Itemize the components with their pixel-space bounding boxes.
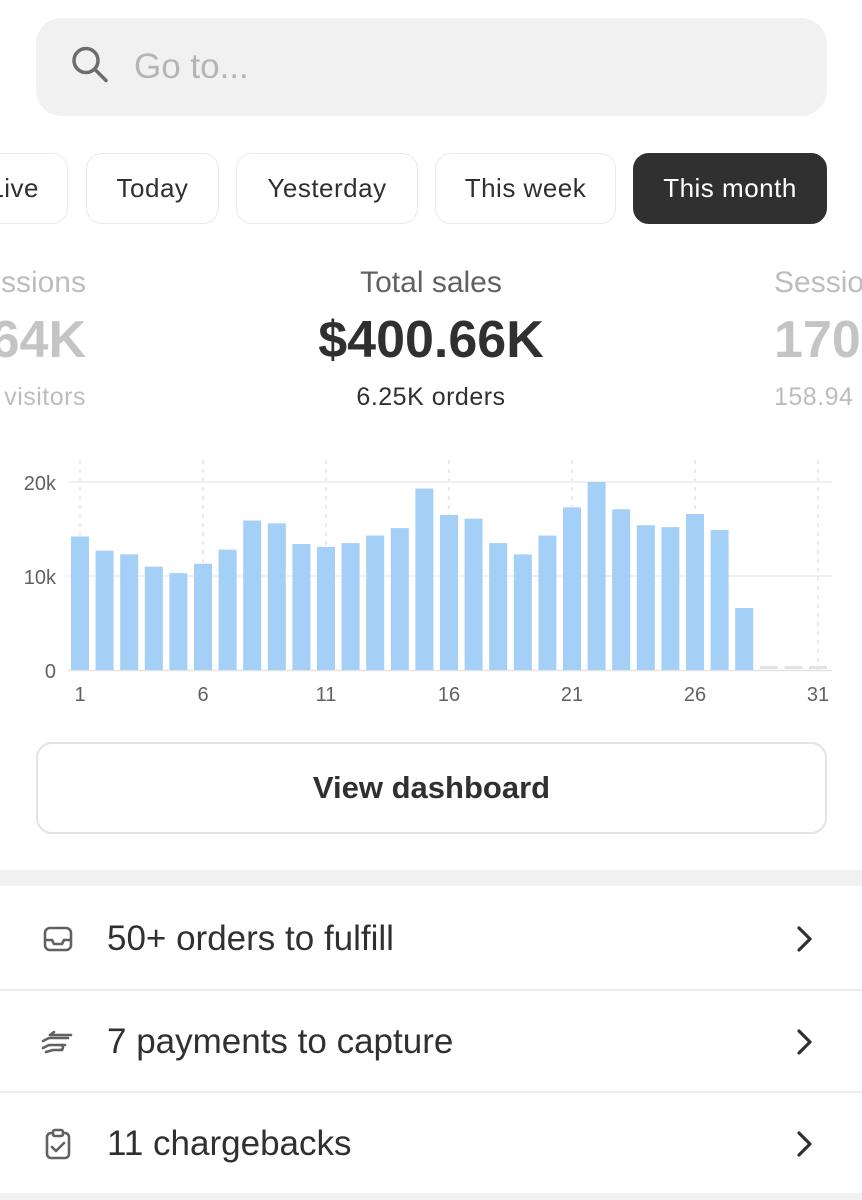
- metrics-carousel[interactable]: Sessions 164K visitors Total sales $400.…: [0, 255, 862, 425]
- list-divider: [0, 1091, 862, 1093]
- tab-label: Yesterday: [267, 173, 387, 203]
- bar: [636, 525, 655, 670]
- hand-cash-icon: [41, 1030, 73, 1054]
- search-input[interactable]: [134, 18, 794, 116]
- bar: [661, 527, 680, 670]
- bar: [267, 523, 286, 670]
- x-tick-label: 21: [561, 684, 583, 706]
- bar: [194, 563, 212, 670]
- bar: [243, 520, 262, 670]
- tab-today[interactable]: Today: [86, 153, 219, 224]
- bar: [366, 535, 385, 670]
- metric-card-sessions-right[interactable]: Sessions 170 158.94: [774, 255, 862, 425]
- bar: [464, 518, 483, 670]
- metric-label: Sessions: [0, 266, 86, 299]
- task-label: 11 chargebacks: [107, 1124, 352, 1163]
- bar-empty: [784, 666, 803, 669]
- metric-sub: 6.25K orders: [356, 383, 506, 411]
- bar: [563, 507, 581, 670]
- bar: [489, 543, 508, 670]
- x-tick-label: 6: [197, 684, 208, 706]
- search-icon: [70, 45, 110, 90]
- chevron-right-icon: [797, 926, 812, 952]
- bar: [95, 550, 114, 670]
- search-bar[interactable]: [36, 18, 827, 116]
- tab-this-week[interactable]: This week: [435, 153, 616, 224]
- task-label: 50+ orders to fulfill: [107, 919, 394, 958]
- bar: [341, 543, 360, 670]
- tab-this-month[interactable]: This month: [633, 153, 827, 224]
- bar: [587, 482, 606, 670]
- bar: [513, 554, 532, 670]
- metric-value: $400.66K: [318, 311, 544, 369]
- task-label: 7 payments to capture: [107, 1022, 454, 1061]
- x-tick-label: 1: [74, 684, 85, 706]
- bar: [686, 513, 704, 670]
- clipboard-check-icon: [45, 1128, 71, 1160]
- x-tick-label: 31: [807, 684, 829, 706]
- chevron-right-icon: [797, 1029, 812, 1055]
- date-range-tabs: Live Today Yesterday This week This mont…: [0, 153, 862, 225]
- task-payments-to-capture[interactable]: 7 payments to capture: [0, 991, 862, 1093]
- bar: [218, 549, 237, 670]
- bar: [120, 554, 139, 670]
- chevron-right-icon: [797, 1131, 812, 1157]
- metric-label: Total sales: [360, 266, 502, 299]
- tab-label: This month: [663, 173, 797, 203]
- metric-sub: 158.94: [774, 383, 854, 411]
- metric-value: 170: [774, 311, 861, 369]
- metric-sub: visitors: [4, 383, 86, 411]
- bar: [538, 535, 557, 670]
- bar: [415, 488, 434, 670]
- bar: [292, 544, 311, 670]
- section-divider: [0, 870, 862, 886]
- y-tick-label: 0: [45, 661, 56, 683]
- bar: [71, 536, 89, 670]
- bar: [440, 514, 458, 670]
- inbox-icon: [43, 926, 73, 952]
- bar: [735, 607, 754, 670]
- section-divider: [0, 1193, 862, 1200]
- tab-live[interactable]: Live: [0, 153, 68, 224]
- bar: [710, 529, 729, 670]
- bar: [144, 566, 163, 670]
- tab-yesterday[interactable]: Yesterday: [236, 153, 418, 224]
- bar: [169, 573, 188, 670]
- x-tick-label: 26: [684, 684, 706, 706]
- x-tick-label: 16: [438, 684, 460, 706]
- bar: [390, 528, 409, 670]
- metric-card-total-sales[interactable]: Total sales $400.66K 6.25K orders: [231, 255, 631, 425]
- tab-label: Today: [116, 173, 189, 203]
- tab-label: Live: [0, 173, 39, 203]
- bar-empty: [759, 666, 778, 669]
- bar: [612, 509, 631, 670]
- list-divider: [0, 989, 862, 991]
- bar: [317, 546, 335, 670]
- y-tick-label: 20k: [24, 473, 57, 495]
- task-orders-to-fulfill[interactable]: 50+ orders to fulfill: [0, 888, 862, 990]
- view-dashboard-button[interactable]: View dashboard: [36, 742, 827, 834]
- tab-label: This week: [464, 173, 587, 203]
- x-tick-label: 11: [316, 684, 337, 706]
- y-tick-label: 10k: [24, 567, 57, 589]
- metric-card-sessions-left[interactable]: Sessions 164K visitors: [0, 255, 86, 425]
- metric-value: 164K: [0, 311, 86, 369]
- task-chargebacks[interactable]: 11 chargebacks: [0, 1093, 862, 1195]
- metric-label: Sessions: [774, 266, 862, 299]
- bar-empty: [809, 666, 827, 669]
